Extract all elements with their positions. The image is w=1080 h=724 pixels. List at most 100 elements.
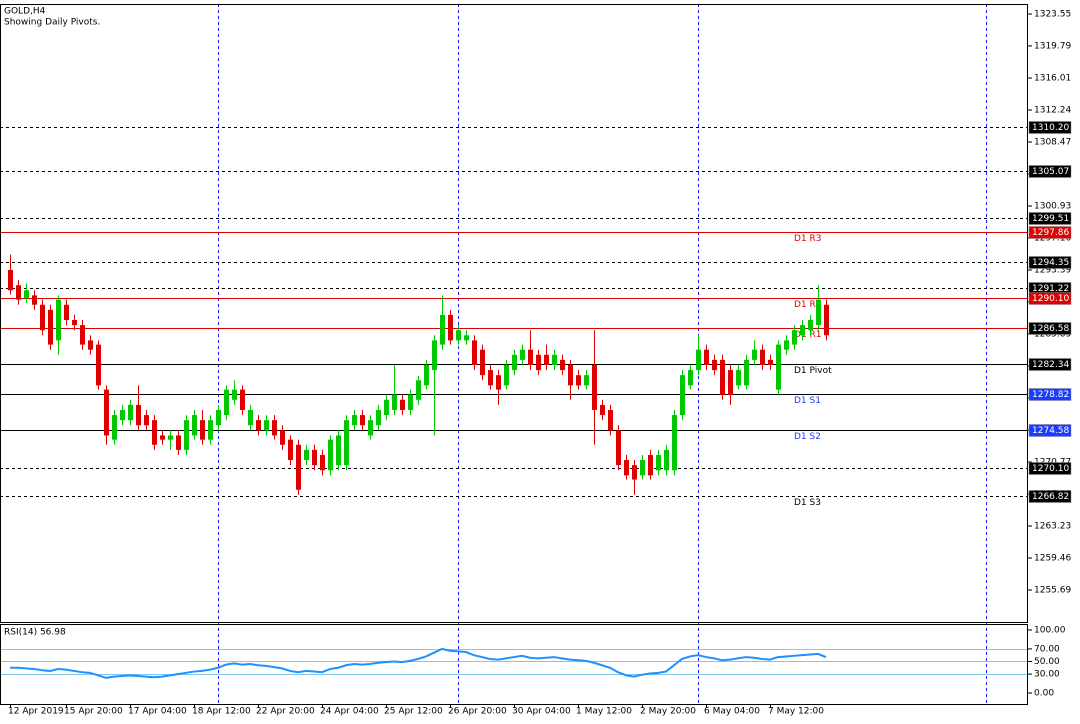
candle-body [568,364,573,386]
level-label: 1310.20 [1032,123,1069,133]
x-tick-label: 12 Apr 2019 [8,707,64,717]
candle-body [352,415,357,426]
candle-body [680,375,685,416]
candle-body [768,359,773,365]
candle-body [152,420,157,445]
level-box [1028,256,1072,269]
y-tick-label: 1255.69 [1034,586,1071,596]
x-tick-label: 6 May 04:00 [704,707,760,717]
pivot-name: D1 Pivot [794,366,832,376]
level-box [1028,121,1072,134]
candle-body [56,299,61,341]
y-tick-label: 1319.79 [1034,41,1071,51]
x-tick-label: 1 May 12:00 [576,707,632,717]
x-tick-label: 25 Apr 12:00 [384,707,443,717]
pivot-box [1028,292,1072,305]
candle-body [808,320,813,331]
candle-body [688,370,693,386]
pivot-name: D1 R3 [794,234,822,244]
candle-body [480,349,485,376]
candle-body [136,404,141,426]
x-tick-label: 26 Apr 20:00 [448,707,507,717]
candle-body [240,389,245,410]
candle-body [224,389,229,416]
candle-body [824,304,829,336]
candle-body [656,454,661,471]
y-tick-label: 1300.93 [1034,202,1071,212]
candle-body [624,460,629,476]
candle-body [536,354,541,371]
x-tick-label: 2 May 20:00 [640,707,696,717]
level-label: 1305.07 [1032,167,1069,177]
candle-body [400,399,405,410]
candle-body [600,404,605,416]
x-tick-label: 22 Apr 20:00 [256,707,315,717]
candle-body [416,380,421,400]
rsi-layer [0,647,1028,679]
pivot-label: 1286.58 [1032,324,1069,334]
candle-body [232,389,237,400]
x-tick-label: 7 May 12:00 [768,707,824,717]
candle-body [360,415,365,426]
candle-body [48,309,53,345]
candle-body [760,349,765,365]
y-tick-label: 1259.46 [1034,554,1071,564]
candle-body [752,349,757,360]
y-tick-label: 1316.01 [1034,74,1071,84]
candle-body [264,420,269,431]
candle-body [304,449,309,461]
candle-body [496,375,501,390]
x-tick-label: 30 Apr 04:00 [512,707,571,717]
candle-body [368,420,373,436]
candle-body [696,349,701,371]
candle-body [744,359,749,386]
rsi-title: RSI(14) 56.98 [4,628,66,638]
candle-body [96,344,101,386]
candle-body [544,354,549,365]
candle-body [664,449,669,471]
candle-body [104,389,109,436]
level-box [1028,212,1072,225]
candle-body [384,399,389,416]
main-frame [0,4,1028,623]
candle-body [520,349,525,360]
candle-body [488,370,493,386]
pivot-name: D1 S2 [794,432,821,442]
candle-body [512,354,517,371]
candle-body [8,269,13,291]
candle-body [184,420,189,450]
x-tick-label: 24 Apr 04:00 [320,707,379,717]
x-tick-label: 17 Apr 04:00 [128,707,187,717]
candle-body [128,404,133,421]
candle-body [792,330,797,345]
candle-body [72,320,77,326]
candle-body [376,409,381,426]
pivot-box [1028,424,1072,437]
level-label: 1294.35 [1032,258,1069,268]
pivot-box [1028,322,1072,335]
candle-body [456,330,461,341]
pivot-name: D1 R2 [794,300,822,310]
pivot-label: 1297.86 [1032,228,1069,238]
y-tick-label: 30.00 [1034,670,1060,680]
candle-body [120,409,125,421]
candle-body [344,420,349,466]
candle-body [312,449,317,466]
candle-body [440,314,445,345]
y-tick-label: 1312.24 [1034,106,1071,116]
pivot-box [1028,490,1072,503]
rsi-line [10,647,827,679]
candle-body [24,290,29,298]
candle-body [504,364,509,386]
candle-body [672,415,677,471]
candle-body [336,435,341,466]
pivot-box [1028,226,1072,239]
candle-body [272,420,277,436]
candle-body [16,285,21,300]
level-box [1028,165,1072,178]
candle-body [168,435,173,440]
pivot-label: 1282.34 [1032,360,1069,370]
pivot-name: D1 S3 [794,498,821,508]
chart-subtitle: Showing Daily Pivots. [4,18,100,28]
